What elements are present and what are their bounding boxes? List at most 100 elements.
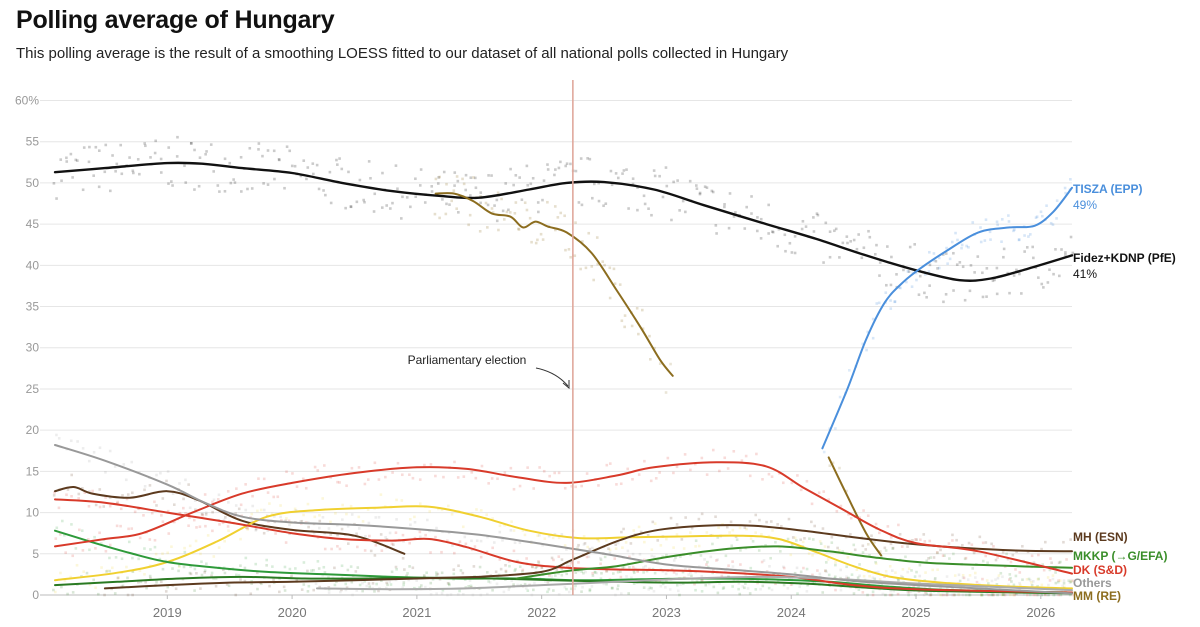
poll-dot xyxy=(193,499,197,502)
series-line-mm-re xyxy=(434,192,674,377)
poll-dot xyxy=(893,300,897,303)
poll-dot xyxy=(71,176,74,179)
poll-dot xyxy=(324,193,327,197)
poll-dot xyxy=(796,474,799,477)
poll-dot xyxy=(486,535,489,539)
poll-dot xyxy=(338,481,341,484)
poll-dot xyxy=(542,179,546,182)
poll-dot xyxy=(104,549,108,553)
poll-dot xyxy=(94,145,98,149)
poll-dot xyxy=(981,271,984,275)
poll-dot xyxy=(544,580,547,583)
poll-dot xyxy=(826,558,830,561)
poll-dot xyxy=(613,282,617,286)
poll-dot xyxy=(463,535,467,539)
poll-dot xyxy=(446,581,450,585)
poll-dot xyxy=(150,511,154,515)
poll-dot xyxy=(536,201,540,204)
poll-dot xyxy=(690,574,693,578)
poll-dot xyxy=(88,548,91,552)
poll-dot xyxy=(574,584,577,588)
poll-dot xyxy=(1001,550,1005,554)
poll-dot xyxy=(116,576,120,580)
poll-dot xyxy=(973,571,977,575)
poll-dot xyxy=(485,592,489,596)
poll-dot xyxy=(512,549,516,553)
poll-dot xyxy=(386,583,389,587)
poll-dot xyxy=(130,527,134,530)
poll-dot xyxy=(302,561,306,564)
poll-dot xyxy=(830,535,834,539)
series-label-others: Others xyxy=(1073,576,1112,590)
poll-dot xyxy=(235,487,238,490)
x-tick-label: 2021 xyxy=(402,605,431,620)
poll-dot xyxy=(731,585,734,588)
poll-dot xyxy=(287,519,291,523)
poll-dot xyxy=(1005,552,1008,556)
poll-dot xyxy=(276,495,280,499)
poll-dot xyxy=(646,533,650,537)
poll-dot xyxy=(1015,550,1018,553)
poll-dot xyxy=(233,181,237,184)
poll-dot xyxy=(937,256,941,260)
poll-dot xyxy=(1011,553,1015,557)
poll-dot xyxy=(909,590,913,594)
poll-dot xyxy=(610,183,614,187)
poll-dot xyxy=(653,346,656,350)
poll-dot xyxy=(282,585,286,589)
poll-dot xyxy=(470,471,474,474)
poll-dot xyxy=(771,230,775,234)
poll-dot xyxy=(114,556,118,559)
poll-dot xyxy=(367,160,371,163)
poll-dot xyxy=(349,565,353,568)
poll-dot xyxy=(788,241,792,245)
poll-dot xyxy=(363,200,366,204)
poll-dot xyxy=(341,503,344,507)
poll-dot xyxy=(1014,568,1017,571)
poll-dot xyxy=(77,492,81,496)
poll-dot xyxy=(918,274,922,278)
poll-dot xyxy=(925,592,929,596)
poll-dot xyxy=(563,214,566,218)
poll-dot xyxy=(65,156,68,160)
poll-dot xyxy=(548,474,551,478)
poll-dot xyxy=(371,582,375,585)
poll-dot xyxy=(964,593,968,597)
poll-dot xyxy=(995,583,999,586)
poll-dot xyxy=(852,543,856,547)
poll-dot xyxy=(128,156,131,159)
poll-dot xyxy=(711,190,715,194)
poll-dot xyxy=(884,593,887,597)
poll-dot xyxy=(217,546,221,549)
poll-dot xyxy=(990,542,993,546)
poll-dot xyxy=(955,538,958,542)
poll-dot xyxy=(509,167,512,171)
poll-dot xyxy=(653,571,657,575)
poll-dot xyxy=(193,567,197,571)
poll-dot xyxy=(171,184,174,187)
poll-dot xyxy=(136,158,140,161)
poll-dot xyxy=(473,545,477,548)
poll-dot xyxy=(871,593,875,597)
poll-dot xyxy=(235,573,238,577)
poll-dot xyxy=(201,512,204,516)
poll-dot xyxy=(554,228,557,232)
poll-dot xyxy=(755,452,758,456)
poll-dot xyxy=(1040,282,1044,286)
poll-dot xyxy=(626,467,630,471)
poll-dot xyxy=(525,557,528,560)
poll-dot xyxy=(1057,593,1060,597)
poll-dot xyxy=(1018,571,1022,574)
poll-dot xyxy=(395,498,398,502)
poll-dot xyxy=(734,535,738,539)
poll-dot xyxy=(638,552,642,556)
poll-dot xyxy=(1055,199,1059,203)
poll-dot xyxy=(346,542,350,545)
poll-dot xyxy=(358,178,362,182)
poll-dot xyxy=(765,570,769,573)
poll-dot xyxy=(144,144,147,148)
poll-dot xyxy=(523,533,527,537)
poll-dot xyxy=(672,546,675,549)
poll-dot xyxy=(512,583,515,586)
poll-dot xyxy=(1002,247,1006,251)
